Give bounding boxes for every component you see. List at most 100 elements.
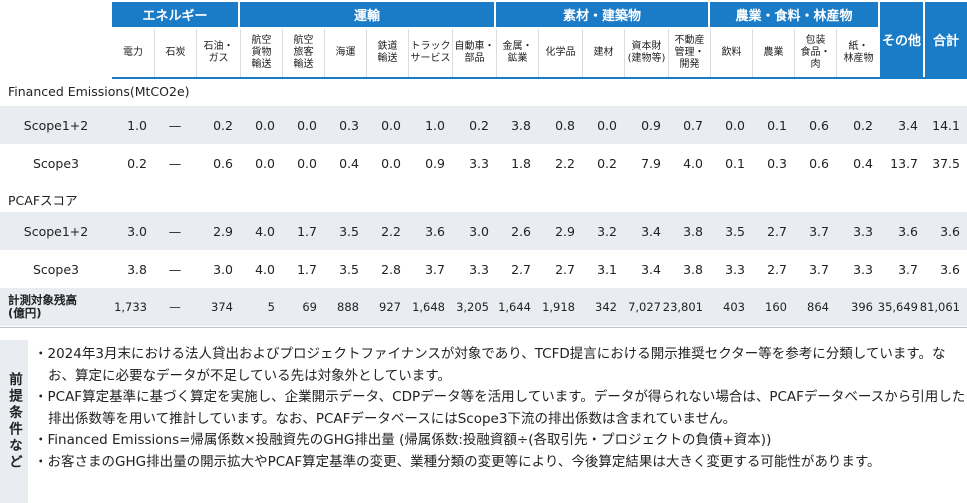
table-cell: — <box>168 155 182 171</box>
sector-header: 海運 <box>324 29 366 77</box>
table-cell: — <box>168 261 182 277</box>
table-cell: 0.0 <box>381 117 401 133</box>
table-cell: — <box>169 300 181 314</box>
table-cell: 0.0 <box>255 117 275 133</box>
table-cell: 888 <box>337 300 359 314</box>
table-cell: 69 <box>302 300 317 314</box>
table-cell: 3.1 <box>597 261 617 277</box>
table-row: 計測対象残高 (億円) 1,733 — 374 5 69 888 927 1,648 3,205 1… <box>0 288 967 326</box>
section-financed-emissions: Financed Emissions(MtCO2e) <box>8 84 190 99</box>
table-cell: 927 <box>379 300 401 314</box>
sector-header: 電力 <box>123 47 143 58</box>
table-cell: 3,205 <box>456 300 489 314</box>
sector-header: トラック サービス <box>408 29 452 77</box>
table-cell: 3.3 <box>469 155 489 171</box>
category-agriculture: 農業・食料・林産物 <box>710 2 878 27</box>
table-cell: 396 <box>851 300 873 314</box>
table-cell: 0.0 <box>725 117 745 133</box>
table-row: Scope3 0.2 — 0.6 0.0 0.0 0.4 0.0 0.9 3.3 1.8 2.2 0.2… <box>0 144 967 182</box>
table-cell: 2.9 <box>555 223 575 239</box>
note-item: ・Financed Emissions=帰属係数×投融資先のGHG排出量 (帰属… <box>34 432 772 448</box>
category-other: その他 <box>880 2 923 77</box>
table-cell: 0.7 <box>683 117 703 133</box>
table-cell: 5 <box>267 300 275 314</box>
table-cell: 3.8 <box>683 261 703 277</box>
table-cell: 0.0 <box>597 117 617 133</box>
table-cell: 0.9 <box>641 117 661 133</box>
table-cell: 2.2 <box>381 223 401 239</box>
sector-header: 建材 <box>582 29 624 77</box>
table-cell: 403 <box>723 300 745 314</box>
row-label: 計測対象残高 (億円) <box>8 293 77 320</box>
category-transport: 運輸 <box>240 2 494 27</box>
table-cell: 0.0 <box>297 155 317 171</box>
table-cell: 3.4 <box>641 223 661 239</box>
section-pcaf-score: PCAFスコア <box>8 193 78 208</box>
table-cell: 14.1 <box>932 117 960 133</box>
table-cell: 0.6 <box>809 117 829 133</box>
table-cell: 0.1 <box>725 155 745 171</box>
table-cell: 160 <box>765 300 787 314</box>
table-cell: 1.0 <box>127 117 147 133</box>
table-row: Scope1+2 1.0 — 0.2 0.0 0.0 0.3 0.0 1.0 0.2 3.8 0.8 0… <box>0 106 967 144</box>
table-row: Scope1+2 3.0 — 2.9 4.0 1.7 3.5 2.2 3.6 3.0 2.6 2.9 3… <box>0 212 967 250</box>
table-cell: 2.9 <box>213 223 233 239</box>
row-label: Scope3 <box>32 261 80 277</box>
table-cell: 2.6 <box>511 223 531 239</box>
sector-header: 航空 旅客 輸送 <box>282 29 324 77</box>
table-cell: 3.6 <box>425 223 445 239</box>
sector-header: 自動車・ 部品 <box>452 29 496 77</box>
table-cell: 2.7 <box>767 261 787 277</box>
table-cell: — <box>168 223 182 239</box>
sector-header: 鉄道 輸送 <box>366 29 408 77</box>
table-cell: 3.5 <box>339 223 359 239</box>
table-cell: 0.0 <box>255 155 275 171</box>
table-cell: 4.0 <box>683 155 703 171</box>
table-cell: 3.3 <box>725 261 745 277</box>
sector-header: 石油・ ガス <box>196 29 240 77</box>
table-cell: 4.0 <box>255 261 275 277</box>
sector-header: 飲料 <box>710 29 752 77</box>
sector-header: 包装 食品・ 肉 <box>794 29 836 77</box>
table-cell: 0.3 <box>339 117 359 133</box>
table-cell: 81,061 <box>919 300 960 314</box>
table-cell: 3.0 <box>469 223 489 239</box>
category-materials: 素材・建築物 <box>496 2 708 27</box>
table-row: Scope3 3.8 — 3.0 4.0 1.7 3.5 2.8 3.7 3.3 2.7 2.7 3.1… <box>0 250 967 288</box>
row-label: Scope1+2 <box>23 117 89 133</box>
category-total: 合計 <box>925 2 967 77</box>
table-cell: 1,644 <box>498 300 531 314</box>
table-cell: 1.7 <box>297 261 317 277</box>
sector-header: 不動産 管理・ 開発 <box>668 29 710 77</box>
table-cell: 23,801 <box>662 300 703 314</box>
notes-title-box: 前提条件など <box>0 340 28 503</box>
table-cell: 0.3 <box>767 155 787 171</box>
table-cell: 3.5 <box>725 223 745 239</box>
notes-list: ・2024年3月末における法人貸出およびプロジェクトファイナンスが対象であり、T… <box>34 344 967 473</box>
table-cell: 2.2 <box>555 155 575 171</box>
table-cell: 1.0 <box>425 117 445 133</box>
table-cell: 3.4 <box>641 261 661 277</box>
table-cell: 0.0 <box>381 155 401 171</box>
sector-header: 農業 <box>752 29 794 77</box>
table-cell: 3.7 <box>809 223 829 239</box>
table-cell: 0.2 <box>213 117 233 133</box>
table-cell: 0.2 <box>127 155 147 171</box>
table-cell: 0.1 <box>767 117 787 133</box>
note-item: ・お客さまのGHG排出量の開示拡大やPCAF算定基準の変更、業種分類の変更等によ… <box>34 453 881 470</box>
table-cell: 0.6 <box>809 155 829 171</box>
sector-header: 航空 貨物 輸送 <box>240 29 282 77</box>
table-cell: 3.8 <box>511 117 531 133</box>
table-cell: 0.2 <box>469 117 489 133</box>
table-cell: 1.7 <box>297 223 317 239</box>
table-cell: 342 <box>595 300 617 314</box>
table-cell: 3.6 <box>898 223 918 239</box>
table-cell: 4.0 <box>255 223 275 239</box>
table-cell: 0.6 <box>213 155 233 171</box>
table-cell: 3.3 <box>853 261 873 277</box>
table-cell: 3.6 <box>940 261 960 277</box>
table-cell: 3.5 <box>339 261 359 277</box>
table-cell: 0.9 <box>425 155 445 171</box>
table-cell: 7.9 <box>641 155 661 171</box>
table-cell: 37.5 <box>932 155 960 171</box>
